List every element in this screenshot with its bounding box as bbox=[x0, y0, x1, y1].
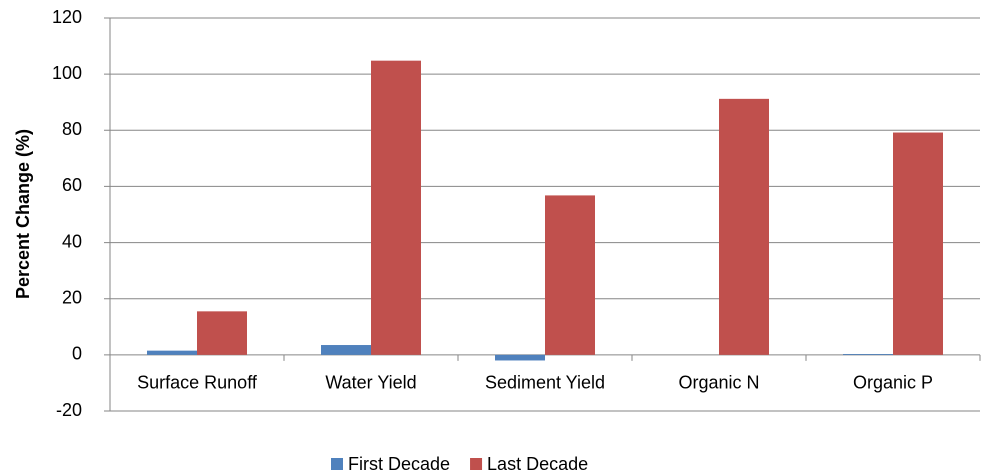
legend-swatch bbox=[331, 458, 343, 470]
bar bbox=[321, 345, 371, 355]
y-tick-label: 40 bbox=[62, 231, 82, 251]
x-tick-label: Water Yield bbox=[325, 373, 416, 393]
y-tick-label: 20 bbox=[62, 287, 82, 307]
bar bbox=[495, 354, 545, 361]
x-tick-label: Organic P bbox=[853, 373, 933, 393]
y-axis-title: Percent Change (%) bbox=[13, 129, 33, 299]
y-tick-label: 80 bbox=[62, 119, 82, 139]
y-tick-label: 120 bbox=[52, 7, 82, 27]
bar bbox=[197, 311, 247, 355]
bar bbox=[843, 354, 893, 355]
x-tick-label: Surface Runoff bbox=[137, 373, 258, 393]
legend-swatch bbox=[470, 458, 483, 470]
legend-label: First Decade bbox=[348, 454, 450, 474]
y-tick-label: 0 bbox=[72, 344, 82, 364]
bar bbox=[371, 60, 421, 355]
legend-label: Last Decade bbox=[487, 454, 588, 474]
x-tick-label: Sediment Yield bbox=[485, 373, 605, 393]
x-tick-label: Organic N bbox=[678, 373, 759, 393]
bar bbox=[147, 350, 197, 355]
bar bbox=[719, 98, 769, 355]
y-tick-label: 60 bbox=[62, 175, 82, 195]
bar bbox=[893, 132, 943, 355]
y-tick-label: 100 bbox=[52, 63, 82, 83]
y-tick-label: -20 bbox=[56, 400, 82, 420]
bar bbox=[545, 195, 595, 355]
